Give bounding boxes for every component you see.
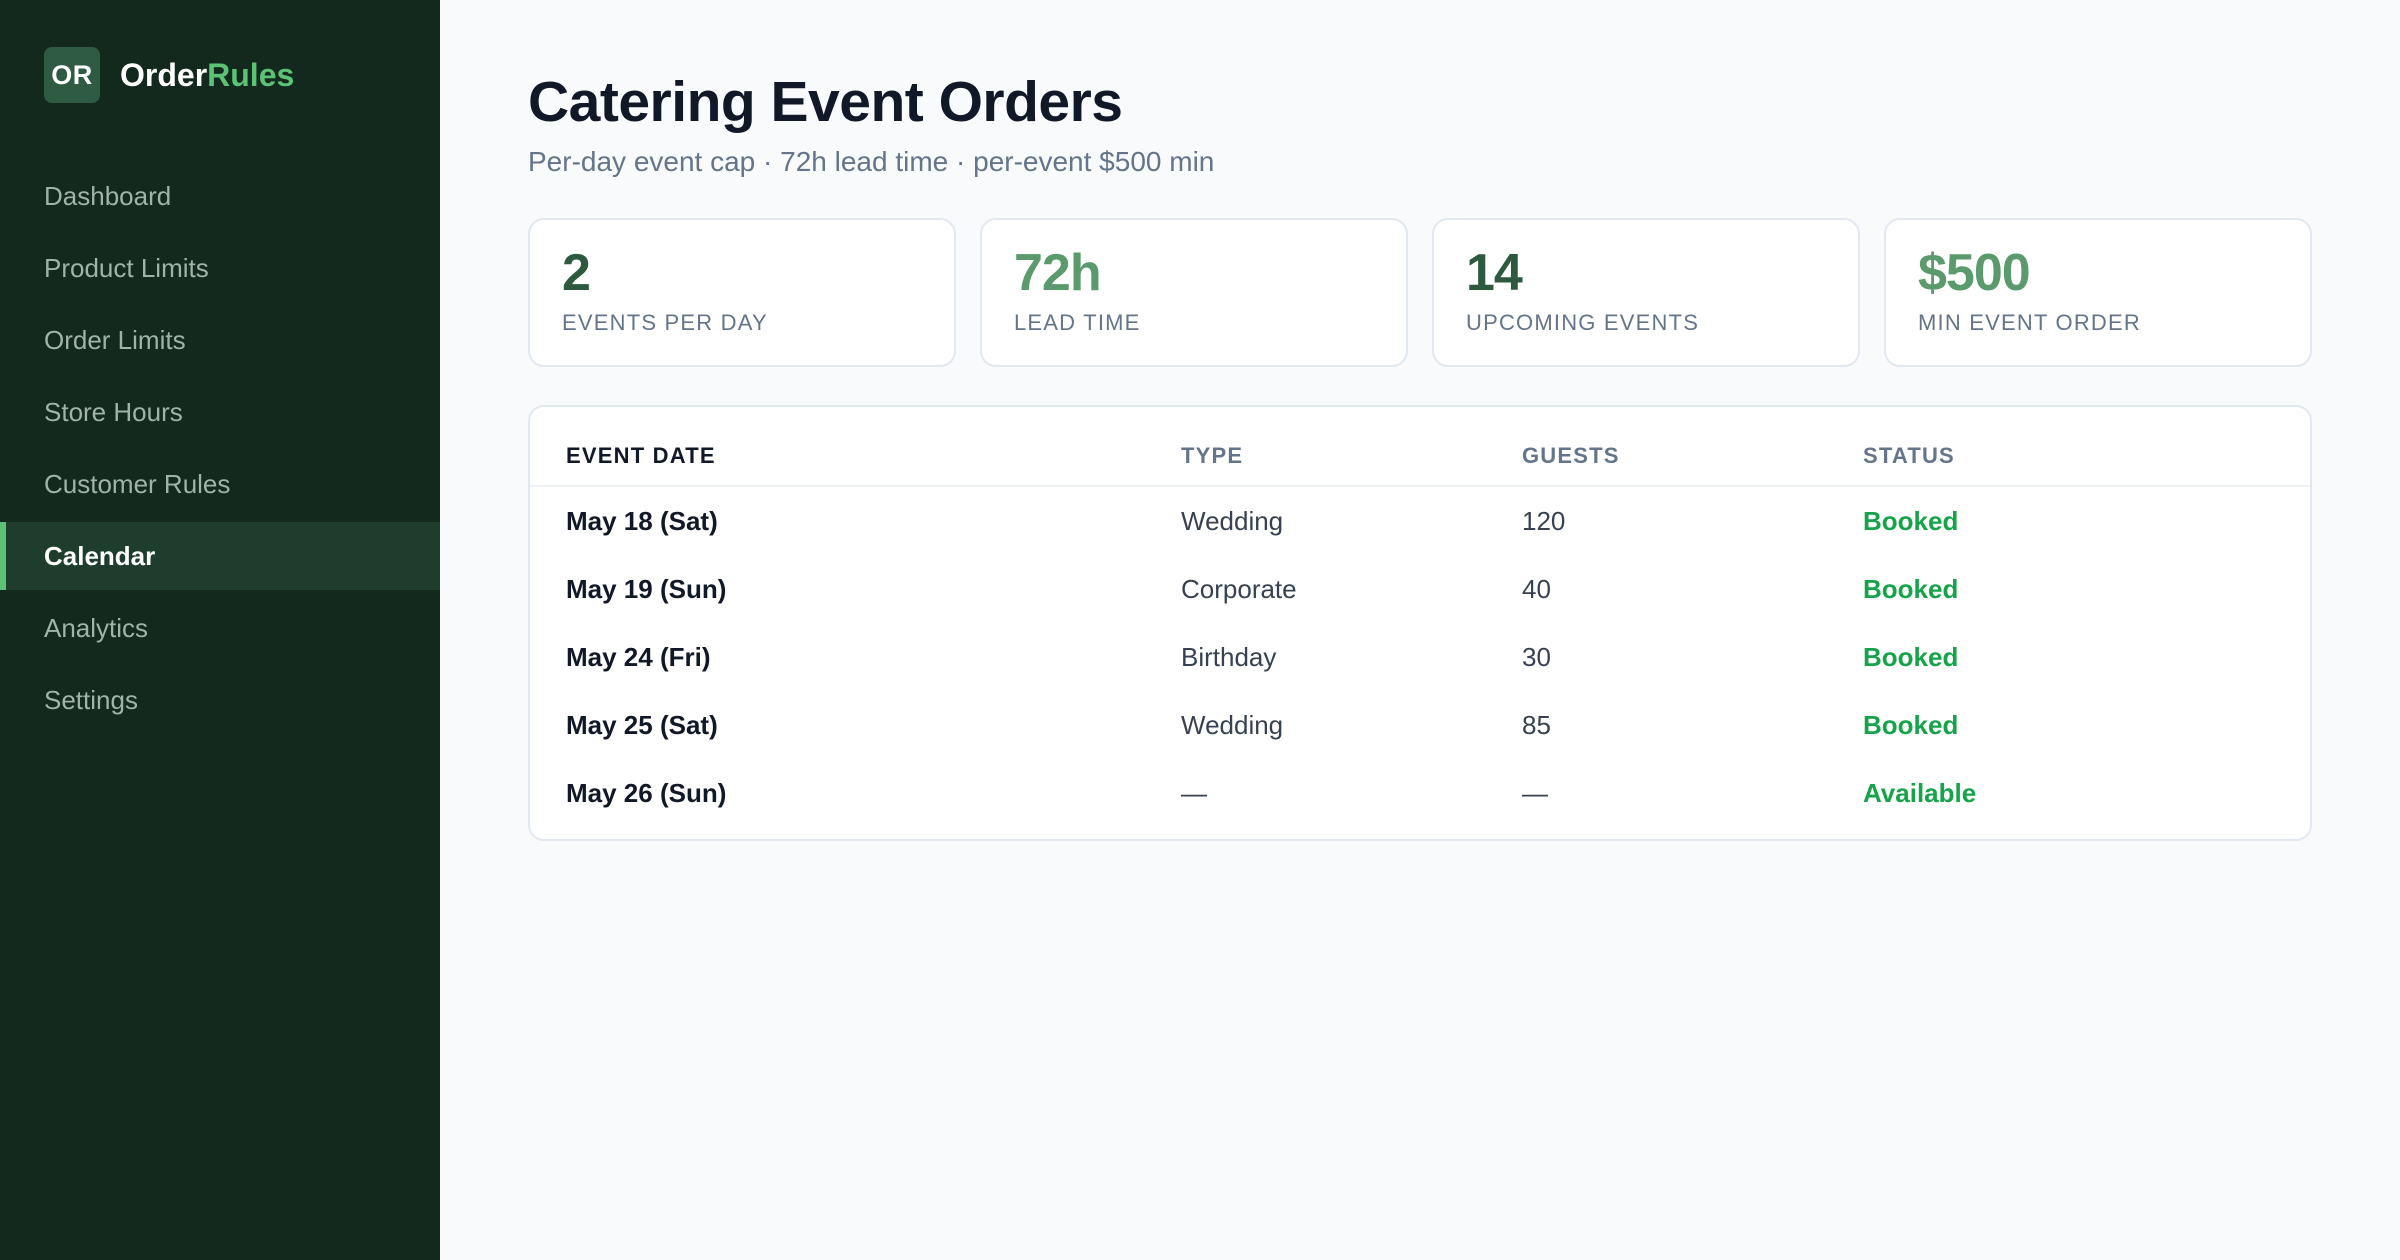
sidebar-item-dashboard[interactable]: Dashboard: [0, 162, 440, 230]
stat-value: 14: [1466, 244, 1523, 302]
cell-type: Birthday: [1181, 641, 1277, 672]
stat-label: Lead time: [1014, 310, 1141, 335]
cell-event-date: May 25 (Sat): [566, 709, 718, 740]
cell-type: —: [1181, 777, 1207, 808]
stat-card-upcoming-events: 14 Upcoming events: [1432, 218, 1860, 367]
stat-label: Min event order: [1918, 310, 2141, 335]
sidebar-item-label: Customer Rules: [44, 468, 231, 499]
sidebar-item-product-limits[interactable]: Product Limits: [0, 234, 440, 302]
cell-guests: —: [1522, 777, 1548, 808]
sidebar-item-settings[interactable]: Settings: [0, 666, 440, 734]
sidebar: OR OrderRules Dashboard Product Limits O…: [0, 0, 440, 1260]
sidebar-item-label: Product Limits: [44, 252, 209, 283]
stats-row: 2 Events per day 72h Lead time 14 Upcomi…: [528, 218, 2312, 367]
table-row[interactable]: May 26 (Sun) — — Available: [530, 759, 2310, 827]
brand-name-part1: Order: [120, 56, 208, 93]
events-table: Event Date Type Guests Status May 18 (Sa…: [528, 405, 2312, 841]
cell-type: Wedding: [1181, 709, 1284, 740]
stat-card-events-per-day: 2 Events per day: [528, 218, 956, 367]
table-row[interactable]: May 18 (Sat) Wedding 120 Booked: [530, 487, 2310, 555]
column-header-guests[interactable]: Guests: [1522, 443, 1620, 468]
cell-guests: 40: [1522, 573, 1551, 604]
sidebar-item-label: Order Limits: [44, 324, 186, 355]
sidebar-item-label: Settings: [44, 684, 138, 715]
table-row[interactable]: May 24 (Fri) Birthday 30 Booked: [530, 623, 2310, 691]
table-row[interactable]: May 19 (Sun) Corporate 40 Booked: [530, 555, 2310, 623]
page-subtitle: Per-day event cap · 72h lead time · per-…: [528, 146, 1215, 177]
brand-name: OrderRules: [120, 57, 294, 94]
cell-guests: 30: [1522, 641, 1551, 672]
sidebar-item-store-hours[interactable]: Store Hours: [0, 378, 440, 446]
column-header-event-date[interactable]: Event Date: [566, 443, 716, 468]
stat-value: 72h: [1014, 244, 1102, 302]
cell-event-date: May 18 (Sat): [566, 505, 718, 536]
status-badge: Booked: [1863, 641, 1959, 672]
sidebar-item-label: Calendar: [44, 540, 156, 571]
column-header-status[interactable]: Status: [1863, 443, 1955, 468]
status-badge: Booked: [1863, 709, 1959, 740]
status-badge: Booked: [1863, 573, 1959, 604]
cell-type: Wedding: [1181, 505, 1284, 536]
sidebar-item-analytics[interactable]: Analytics: [0, 594, 440, 662]
cell-event-date: May 24 (Fri): [566, 641, 711, 672]
brand-logo: OR: [44, 47, 100, 103]
stat-value: 2: [562, 244, 591, 302]
stat-label: Upcoming events: [1466, 310, 1700, 335]
cell-event-date: May 26 (Sun): [566, 777, 727, 808]
sidebar-item-order-limits[interactable]: Order Limits: [0, 306, 440, 374]
status-badge: Booked: [1863, 505, 1959, 536]
sidebar-item-label: Analytics: [44, 612, 149, 643]
sidebar-item-calendar[interactable]: Calendar: [0, 522, 440, 590]
stat-card-min-event-order: $500 Min event order: [1884, 218, 2312, 367]
column-header-type[interactable]: Type: [1181, 443, 1244, 468]
table-row[interactable]: May 25 (Sat) Wedding 85 Booked: [530, 691, 2310, 759]
stat-label: Events per day: [562, 310, 768, 335]
cell-guests: 120: [1522, 505, 1566, 536]
sidebar-item-label: Dashboard: [44, 180, 172, 211]
cell-event-date: May 19 (Sun): [566, 573, 727, 604]
sidebar-item-label: Store Hours: [44, 396, 183, 427]
stat-value: $500: [1918, 244, 2031, 302]
table-header-row: Event Date Type Guests Status: [530, 407, 2310, 487]
cell-guests: 85: [1522, 709, 1551, 740]
main-content: Catering Event Orders Per-day event cap …: [440, 0, 2400, 1260]
sidebar-nav: Dashboard Product Limits Order Limits St…: [0, 162, 440, 734]
brand[interactable]: OR OrderRules: [0, 46, 440, 104]
status-badge: Available: [1863, 777, 1977, 808]
sidebar-item-customer-rules[interactable]: Customer Rules: [0, 450, 440, 518]
brand-name-part2: Rules: [207, 56, 295, 93]
cell-type: Corporate: [1181, 573, 1297, 604]
stat-card-lead-time: 72h Lead time: [980, 218, 1408, 367]
page-title: Catering Event Orders: [528, 70, 1123, 134]
